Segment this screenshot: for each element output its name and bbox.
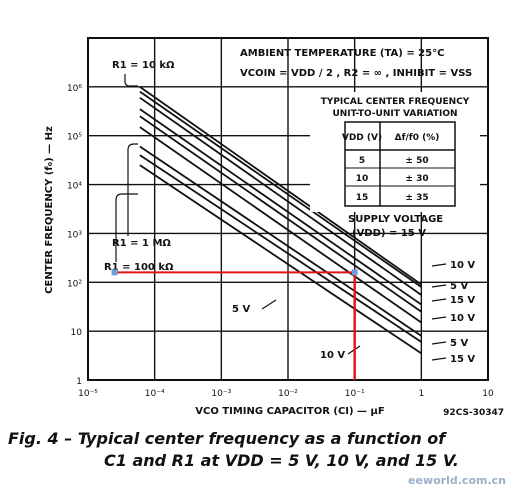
series-line: [139, 164, 422, 355]
right-supply-label: 10 V: [450, 260, 475, 271]
bracket-1m: [127, 143, 138, 236]
label-r1-10k: R1 = 10 kΩ: [112, 60, 175, 71]
frequency-chart: 10⁻⁵ 10⁻⁴ 10⁻³ 10⁻² 10⁻¹ 1 10 11010²10³10⁴10⁵1…: [44, 37, 494, 417]
highlight-marker-end: [351, 269, 358, 276]
x-tick-label: 10⁻⁴: [145, 389, 165, 399]
x-tick-label: 10⁻³: [211, 389, 231, 399]
label-supply-vdd: (VDD) = 15 V: [352, 228, 426, 239]
variation-table: TYPICAL CENTER FREQUENCY UNIT-TO-UNIT VA…: [310, 92, 480, 212]
y-tick-label: 10⁶: [67, 84, 82, 94]
highlight-marker-start: [111, 269, 118, 276]
table-subtitle: UNIT-TO-UNIT VARIATION: [332, 109, 457, 119]
right-supply-label: 5 V: [450, 338, 468, 349]
label-r1-1m: R1 = 1 MΩ: [112, 238, 171, 249]
x-tick-label: 10: [482, 389, 494, 399]
y-tick-label: 10⁴: [67, 182, 82, 192]
right-supply-labels: 10 V 5 V 15 V 10 V 5 V 15 V: [431, 260, 475, 365]
x-tick-label: 10⁻²: [278, 389, 298, 399]
table-cell: ± 50: [405, 156, 428, 166]
x-axis-label: VCO TIMING CAPACITOR (CI) — µF: [195, 406, 384, 417]
table-cell: 15: [356, 193, 369, 203]
figure-caption: Fig. 4 – Typical center frequency as a f…: [8, 428, 508, 472]
x-tick-label: 1: [418, 389, 424, 399]
table-title: TYPICAL CENTER FREQUENCY: [321, 97, 470, 107]
label-supply: SUPPLY VOLTAGE: [348, 214, 443, 225]
series-line: [139, 90, 422, 288]
series-line: [139, 108, 422, 306]
table-cell: ± 30: [405, 174, 428, 184]
y-axis-label: CENTER FREQUENCY (f₀) — Hz: [44, 126, 55, 294]
bracket-100k: [115, 193, 138, 262]
watermark: eeworld.com.cn: [408, 474, 506, 487]
series-line: [139, 115, 422, 313]
right-supply-label: 15 V: [450, 354, 475, 365]
right-supply-label: 10 V: [450, 313, 475, 324]
table-header-vdd: VDD (V): [342, 133, 382, 143]
figure-number: 92CS-30347: [443, 408, 504, 418]
table-cell: ± 35: [405, 193, 428, 203]
series-line: [139, 154, 422, 343]
label-5v-left: 5 V: [232, 304, 250, 315]
x-tick-labels: 10⁻⁵ 10⁻⁴ 10⁻³ 10⁻² 10⁻¹ 1 10: [78, 389, 494, 399]
right-supply-label: 15 V: [450, 295, 475, 306]
right-supply-arrow: [431, 263, 447, 267]
right-supply-arrow: [431, 316, 447, 320]
conditions-line2: VCOIN = VDD / 2 , R2 = ∞ , INHIBIT = VSS: [240, 68, 472, 79]
right-supply-arrow: [431, 357, 447, 361]
highlight-lines: [111, 269, 358, 380]
caption-line2: C1 and R1 at VDD = 5 V, 10 V, and 15 V.: [104, 451, 459, 470]
bracket-10k: [124, 74, 138, 87]
label-r1-100k: R1 = 100 kΩ: [104, 262, 174, 273]
right-supply-arrow: [431, 284, 447, 288]
table-header-var: Δf/f0 (%): [395, 133, 440, 143]
x-tick-label: 10⁻⁵: [78, 389, 98, 399]
series-line: [139, 86, 422, 286]
y-tick-label: 10: [71, 328, 83, 338]
series-line: [139, 126, 422, 324]
y-tick-label: 1: [76, 377, 82, 387]
right-supply-arrow: [431, 298, 447, 302]
right-supply-arrow: [431, 341, 447, 345]
conditions-line1: AMBIENT TEMPERATURE (TA) = 25°C: [240, 48, 444, 59]
table-cell: 5: [359, 156, 365, 166]
caption-line1: Fig. 4 – Typical center frequency as a f…: [8, 429, 446, 448]
label-10v-left: 10 V: [320, 350, 345, 361]
arrow-5v-left: [261, 299, 277, 310]
right-supply-label: 5 V: [450, 281, 468, 292]
y-tick-labels: 1 10 10² 10³ 10⁴ 10⁵ 10⁶: [67, 84, 82, 387]
y-tick-label: 10³: [67, 230, 82, 240]
series-lines: [139, 86, 422, 355]
series-line: [139, 96, 422, 296]
series-line: [139, 145, 422, 337]
table-cell: 10: [356, 174, 369, 184]
y-tick-label: 10⁵: [67, 133, 82, 143]
x-tick-label: 10⁻¹: [345, 389, 365, 399]
y-tick-label: 10²: [67, 279, 82, 289]
